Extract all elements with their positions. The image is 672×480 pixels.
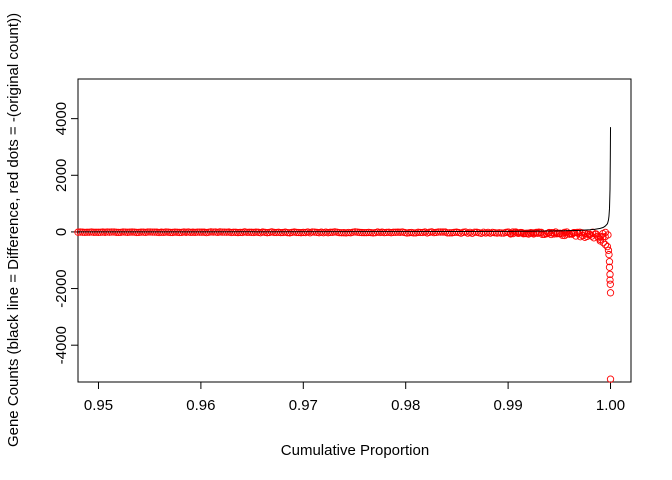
red-dot — [601, 228, 610, 237]
red-dot — [583, 230, 592, 238]
x-tick-label: 1.00 — [596, 397, 625, 414]
red-dot — [606, 270, 614, 279]
red-dots-series — [74, 228, 615, 383]
x-tick-label: 0.97 — [289, 397, 318, 414]
x-tick-label: 0.99 — [494, 397, 523, 414]
red-dot — [606, 276, 614, 284]
red-dot — [605, 263, 614, 271]
y-tick-label: -4000 — [53, 326, 70, 364]
x-tick-label: 0.96 — [186, 397, 215, 414]
y-axis-title: Gene Counts (black line = Difference, re… — [5, 13, 22, 447]
x-tick-label: 0.95 — [84, 397, 113, 414]
red-dot — [591, 230, 599, 238]
red-dot — [532, 228, 540, 237]
difference-line — [77, 127, 612, 233]
red-dot — [507, 230, 515, 238]
y-tick-label: 4000 — [53, 102, 70, 135]
red-dot — [519, 230, 528, 238]
red-dot — [605, 250, 613, 259]
red-dot — [606, 375, 615, 383]
red-dot — [599, 233, 607, 241]
red-dot — [606, 280, 614, 288]
x-axis-title: Cumulative Proportion — [281, 442, 429, 459]
red-dot — [522, 229, 530, 238]
y-tick-label: 0 — [53, 228, 70, 236]
red-dot — [545, 228, 553, 237]
red-dot — [573, 228, 581, 237]
x-tick-label: 0.98 — [391, 397, 420, 414]
red-dot — [601, 241, 610, 249]
black-line-series — [77, 127, 612, 233]
red-dot — [586, 230, 594, 239]
red-dot — [603, 242, 612, 251]
red-dot — [470, 228, 479, 236]
red-dot — [604, 246, 613, 254]
x-axis: 0.95 0.96 0.97 0.98 0.99 1.00 — [84, 382, 625, 414]
red-dot — [535, 228, 543, 236]
plot-frame — [77, 78, 632, 383]
red-dot — [596, 237, 604, 245]
red-dot — [605, 257, 614, 266]
red-dot — [578, 229, 587, 237]
y-axis: -4000 -2000 0 2000 4000 — [53, 102, 78, 364]
y-tick-label: 2000 — [53, 159, 70, 192]
y-tick-label: -2000 — [53, 269, 70, 307]
red-dot — [604, 231, 612, 239]
red-dot — [606, 289, 615, 297]
red-dot — [571, 228, 579, 237]
